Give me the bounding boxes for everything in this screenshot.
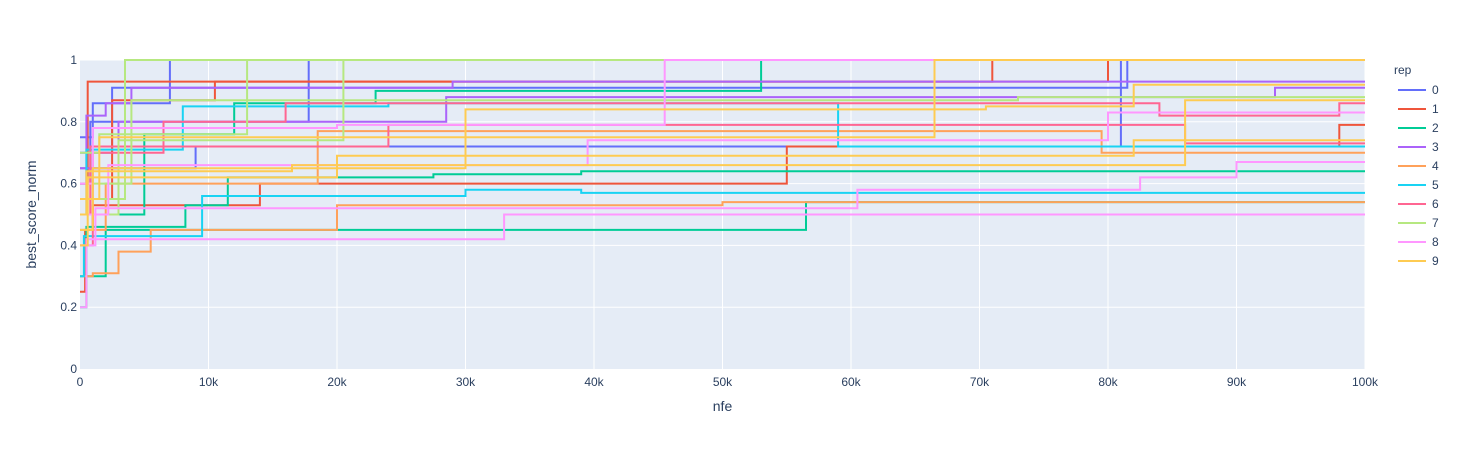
- series-4: [80, 130, 1365, 278]
- legend-item-0[interactable]: 0: [1398, 83, 1439, 97]
- series-1-line: [80, 59, 1365, 200]
- legend-label: 2: [1432, 121, 1439, 135]
- x-axis-ticks: 0 10k 20k 30k 40k 50k 60k 70k 80k 90k 100k: [77, 375, 1379, 389]
- legend-item-6[interactable]: 6: [1398, 197, 1439, 211]
- legend-item-2[interactable]: 2: [1398, 121, 1439, 135]
- legend-label: 1: [1432, 102, 1439, 116]
- legend-label: 5: [1432, 178, 1439, 192]
- x-tick-label: 100k: [1352, 375, 1379, 389]
- y-axis-title: best_score_norm: [23, 160, 39, 268]
- legend-items[interactable]: 0 1 2 3 4 5 6 7 8 9: [1398, 83, 1439, 268]
- series-9-line: [80, 59, 1365, 200]
- y-tick-label: 0.2: [60, 300, 77, 314]
- series-7-line: [80, 96, 1365, 185]
- x-axis-title: nfe: [713, 398, 733, 414]
- legend-label: 8: [1432, 235, 1439, 249]
- x-tick-label: 20k: [327, 375, 347, 389]
- legend-item-3[interactable]: 3: [1398, 140, 1439, 154]
- legend-title: rep: [1394, 63, 1412, 77]
- x-tick-label: 90k: [1227, 375, 1247, 389]
- legend-label: 9: [1432, 254, 1439, 268]
- x-tick-label: 0: [77, 375, 84, 389]
- x-tick-label: 50k: [713, 375, 733, 389]
- legend-item-4[interactable]: 4: [1398, 159, 1439, 173]
- legend-item-1[interactable]: 1: [1398, 102, 1439, 116]
- series-lines: [80, 59, 1365, 309]
- x-tick-label: 30k: [456, 375, 476, 389]
- series-9-line: [80, 99, 1365, 216]
- x-tick-label: 70k: [970, 375, 990, 389]
- legend-label: 4: [1432, 159, 1439, 173]
- x-tick-label: 40k: [584, 375, 604, 389]
- legend-item-8[interactable]: 8: [1398, 235, 1439, 249]
- legend-label: 6: [1432, 197, 1439, 211]
- series-4-line: [80, 130, 1365, 231]
- legend-item-5[interactable]: 5: [1398, 178, 1439, 192]
- y-tick-label: 0: [70, 362, 77, 376]
- series-7-line: [80, 59, 1365, 216]
- legend-label: 0: [1432, 83, 1439, 97]
- series-8-line: [80, 111, 1365, 216]
- x-tick-label: 80k: [1098, 375, 1118, 389]
- series-9-line: [80, 83, 1365, 231]
- legend-item-9[interactable]: 9: [1398, 254, 1439, 268]
- y-tick-label: 1: [70, 53, 77, 67]
- y-axis-ticks: 0 0.2 0.4 0.6 0.8 1: [60, 53, 77, 376]
- y-tick-label: 0.6: [60, 177, 77, 191]
- series-5-line: [80, 188, 1365, 278]
- y-tick-label: 0.8: [60, 115, 77, 129]
- legend-item-7[interactable]: 7: [1398, 216, 1439, 230]
- series-8-line: [80, 161, 1365, 247]
- legend[interactable]: rep 0 1 2 3 4 5 6 7 8 9: [1394, 63, 1439, 268]
- series-4-line: [80, 201, 1365, 278]
- series-8-line: [80, 213, 1365, 309]
- x-tick-label: 60k: [841, 375, 861, 389]
- y-tick-label: 0.4: [60, 238, 77, 252]
- series-9-line: [80, 139, 1365, 247]
- series-9: [80, 59, 1365, 247]
- legend-label: 3: [1432, 140, 1439, 154]
- x-tick-label: 10k: [199, 375, 219, 389]
- legend-label: 7: [1432, 216, 1439, 230]
